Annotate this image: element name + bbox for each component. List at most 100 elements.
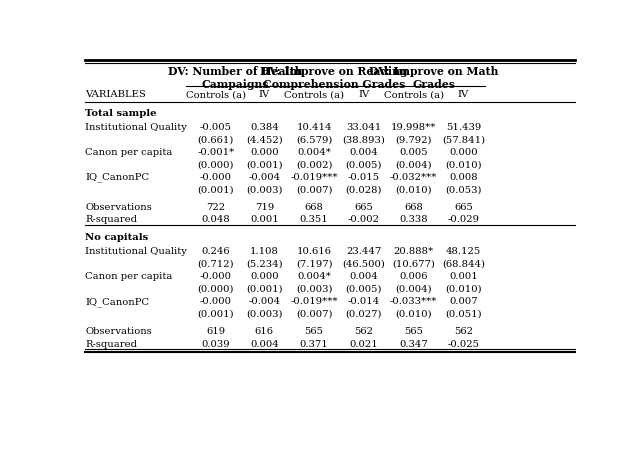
Text: 0.384: 0.384 <box>250 123 279 132</box>
Text: (0.001): (0.001) <box>198 185 234 194</box>
Text: 665: 665 <box>454 203 473 212</box>
Text: 562: 562 <box>354 327 374 336</box>
Text: 0.347: 0.347 <box>399 340 428 349</box>
Text: (0.010): (0.010) <box>445 160 482 169</box>
Text: (0.053): (0.053) <box>445 185 482 194</box>
Text: -0.005: -0.005 <box>200 123 232 132</box>
Text: -0.000: -0.000 <box>200 173 232 182</box>
Text: (0.010): (0.010) <box>395 309 432 319</box>
Text: (0.661): (0.661) <box>198 135 234 144</box>
Text: 665: 665 <box>354 203 373 212</box>
Text: IV: IV <box>259 90 270 99</box>
Text: (7.197): (7.197) <box>296 260 333 268</box>
Text: (10.677): (10.677) <box>392 260 435 268</box>
Text: Total sample: Total sample <box>85 108 157 118</box>
Text: 565: 565 <box>304 327 324 336</box>
Text: 668: 668 <box>404 203 423 212</box>
Text: (57.841): (57.841) <box>442 135 485 144</box>
Text: 0.021: 0.021 <box>349 340 378 349</box>
Text: 0.004*: 0.004* <box>297 148 331 157</box>
Text: Observations: Observations <box>85 203 152 212</box>
Text: -0.004: -0.004 <box>248 173 281 182</box>
Text: (68.844): (68.844) <box>442 260 485 268</box>
Text: Controls (a): Controls (a) <box>186 90 246 99</box>
Text: 0.004: 0.004 <box>349 272 378 281</box>
Text: Controls (a): Controls (a) <box>284 90 344 99</box>
Text: 1.108: 1.108 <box>250 247 279 256</box>
Text: (0.002): (0.002) <box>296 160 333 169</box>
Text: (0.712): (0.712) <box>198 260 234 268</box>
Text: -0.002: -0.002 <box>348 215 380 225</box>
Text: 565: 565 <box>404 327 423 336</box>
Text: (38.893): (38.893) <box>342 135 385 144</box>
Text: 0.351: 0.351 <box>300 215 329 225</box>
Text: 0.004: 0.004 <box>349 148 378 157</box>
Text: IV: IV <box>358 90 370 99</box>
Text: -0.033***: -0.033*** <box>390 297 437 306</box>
Text: (0.003): (0.003) <box>246 185 282 194</box>
Text: (6.579): (6.579) <box>296 135 333 144</box>
Text: (0.003): (0.003) <box>246 309 282 319</box>
Text: 0.048: 0.048 <box>202 215 230 225</box>
Text: 0.000: 0.000 <box>250 272 279 281</box>
Text: VARIABLES: VARIABLES <box>85 90 146 99</box>
Text: 0.007: 0.007 <box>449 297 478 306</box>
Text: (46.500): (46.500) <box>342 260 385 268</box>
Text: DV: Improve on Math
Grades: DV: Improve on Math Grades <box>369 66 498 90</box>
Text: 0.246: 0.246 <box>202 247 230 256</box>
Text: (0.001): (0.001) <box>246 160 282 169</box>
Text: (4.452): (4.452) <box>246 135 282 144</box>
Text: 33.041: 33.041 <box>346 123 381 132</box>
Text: (0.001): (0.001) <box>198 309 234 319</box>
Text: -0.032***: -0.032*** <box>390 173 437 182</box>
Text: (9.792): (9.792) <box>395 135 432 144</box>
Text: (0.004): (0.004) <box>395 160 432 169</box>
Text: (0.005): (0.005) <box>345 160 382 169</box>
Text: (5.234): (5.234) <box>246 260 282 268</box>
Text: 0.004: 0.004 <box>250 340 279 349</box>
Text: (0.007): (0.007) <box>296 185 333 194</box>
Text: 0.001: 0.001 <box>250 215 279 225</box>
Text: 0.004*: 0.004* <box>297 272 331 281</box>
Text: -0.015: -0.015 <box>348 173 380 182</box>
Text: 0.338: 0.338 <box>399 215 428 225</box>
Text: 0.005: 0.005 <box>399 148 428 157</box>
Text: (0.001): (0.001) <box>246 284 282 294</box>
Text: 0.001: 0.001 <box>449 272 478 281</box>
Text: DV: Number of Health
Campaigns: DV: Number of Health Campaigns <box>168 66 303 90</box>
Text: Canon per capita: Canon per capita <box>85 148 173 157</box>
Text: R-squared: R-squared <box>85 340 137 349</box>
Text: (0.028): (0.028) <box>345 185 382 194</box>
Text: 23.447: 23.447 <box>346 247 381 256</box>
Text: Institutional Quality: Institutional Quality <box>85 123 187 132</box>
Text: -0.004: -0.004 <box>248 297 281 306</box>
Text: 719: 719 <box>255 203 274 212</box>
Text: IQ_CanonPC: IQ_CanonPC <box>85 297 150 307</box>
Text: (0.000): (0.000) <box>198 284 234 294</box>
Text: 619: 619 <box>206 327 225 336</box>
Text: 0.371: 0.371 <box>300 340 329 349</box>
Text: 10.414: 10.414 <box>297 123 332 132</box>
Text: (0.004): (0.004) <box>395 284 432 294</box>
Text: (0.010): (0.010) <box>395 185 432 194</box>
Text: -0.029: -0.029 <box>447 215 480 225</box>
Text: 0.039: 0.039 <box>202 340 230 349</box>
Text: No capitals: No capitals <box>85 233 148 242</box>
Text: 51.439: 51.439 <box>446 123 481 132</box>
Text: 616: 616 <box>255 327 274 336</box>
Text: 722: 722 <box>206 203 225 212</box>
Text: Controls (a): Controls (a) <box>383 90 444 99</box>
Text: Institutional Quality: Institutional Quality <box>85 247 187 256</box>
Text: -0.019***: -0.019*** <box>290 297 338 306</box>
Text: (0.003): (0.003) <box>296 284 333 294</box>
Text: 20.888*: 20.888* <box>394 247 434 256</box>
Text: -0.025: -0.025 <box>447 340 480 349</box>
Text: 668: 668 <box>305 203 324 212</box>
Text: (0.000): (0.000) <box>198 160 234 169</box>
Text: (0.010): (0.010) <box>445 284 482 294</box>
Text: (0.005): (0.005) <box>345 284 382 294</box>
Text: 0.006: 0.006 <box>399 272 428 281</box>
Text: 562: 562 <box>454 327 473 336</box>
Text: (0.007): (0.007) <box>296 309 333 319</box>
Text: (0.051): (0.051) <box>445 309 482 319</box>
